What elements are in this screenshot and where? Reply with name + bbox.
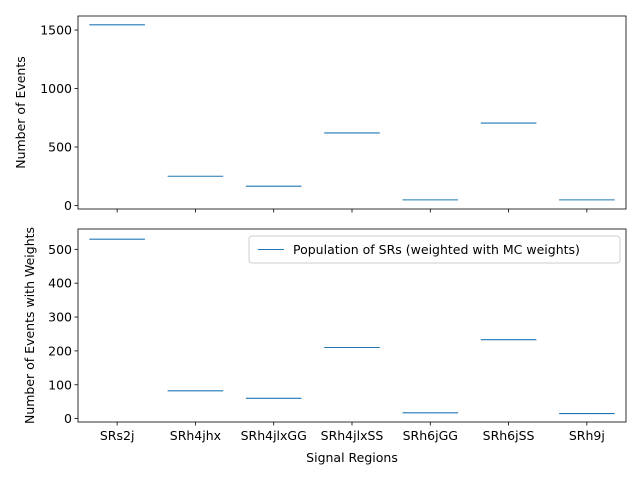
chart-1-ytick-label: 1000 <box>40 81 72 96</box>
chart-2-xtick-label: SRs2j <box>100 428 135 443</box>
chart-2-xlabel: Signal Regions <box>306 450 398 465</box>
chart-2-ytick-label: 100 <box>48 377 72 392</box>
chart-2-ylabel: Number of Events with Weights <box>22 227 37 424</box>
chart-2-ytick-label: 500 <box>48 242 72 257</box>
chart-2-ytick-label: 400 <box>48 276 72 291</box>
chart-2-legend-box <box>248 235 621 264</box>
chart-1-ytick-label: 1500 <box>40 23 72 38</box>
chart-2-xtick-label: SRh4jlxSS <box>321 428 384 443</box>
chart-1-axes-frame <box>77 15 627 210</box>
chart-2-legend-label: Population of SRs (weighted with MC weig… <box>293 242 580 257</box>
chart-1-ytick-label: 500 <box>48 140 72 155</box>
chart-1-ytick-label: 0 <box>64 198 72 213</box>
chart-2-xtick-label: SRh6jGG <box>403 428 458 443</box>
chart-2-ytick-label: 200 <box>48 343 72 358</box>
chart-2-xtick-label: SRh9j <box>569 428 605 443</box>
chart-2-ytick-label: 300 <box>48 310 72 325</box>
chart-1-ylabel: Number of Events <box>13 56 28 169</box>
chart-2-xtick-label: SRh4jhx <box>170 428 221 443</box>
chart-2-xtick-label: SRh4jlxGG <box>241 428 307 443</box>
chart-2-ytick-label: 0 <box>64 411 72 426</box>
chart-2-xtick-label: SRh6jSS <box>483 428 535 443</box>
